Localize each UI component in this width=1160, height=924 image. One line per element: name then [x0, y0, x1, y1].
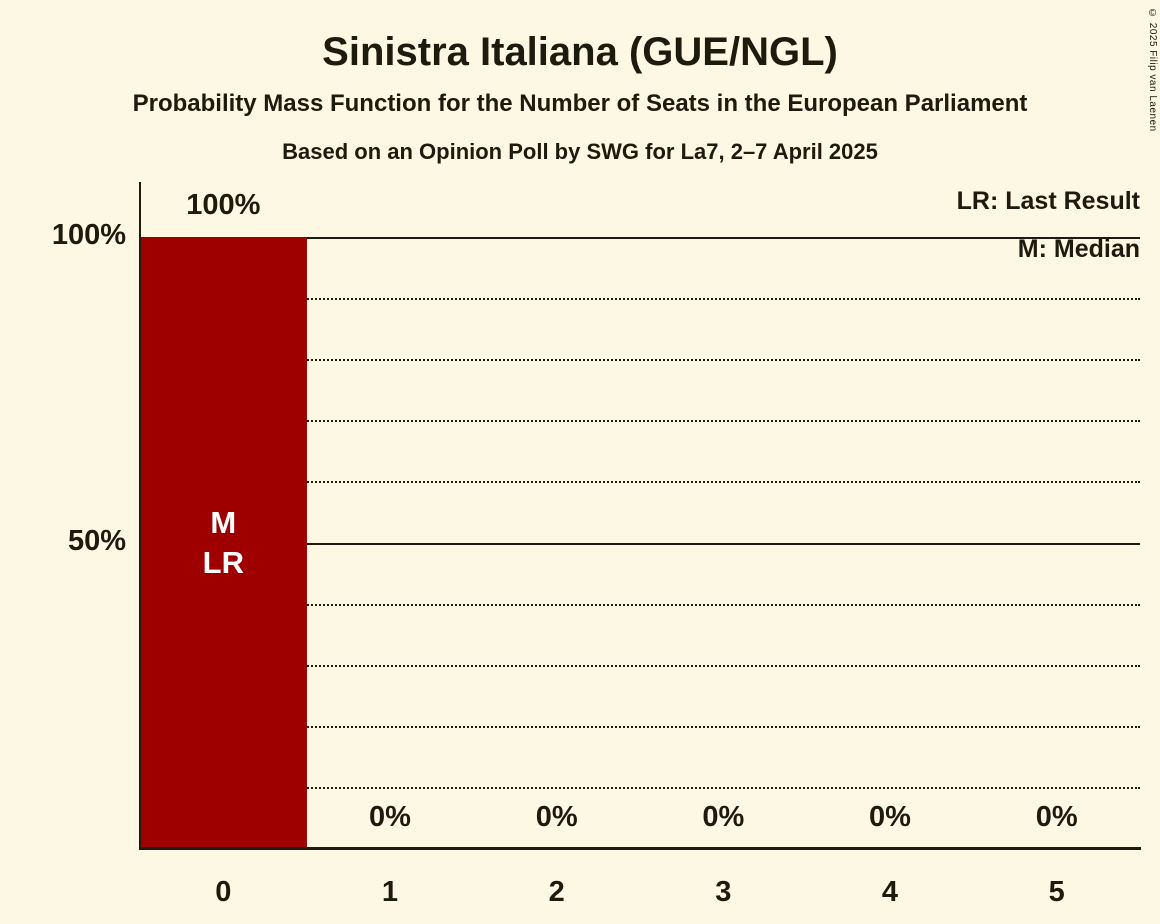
x-tick-5: 5	[1048, 876, 1065, 908]
y-tick-50pct: 50%	[67, 524, 126, 557]
value-label-seats-1: 0%	[369, 801, 411, 833]
bar-annotation-line: M	[210, 504, 237, 540]
value-label-seats-0: 100%	[186, 189, 261, 221]
bar-annotation-median-lr: M LR	[140, 237, 307, 848]
gridline-50pct	[140, 542, 1140, 545]
gridline-60pct	[140, 481, 1140, 484]
x-axis-line	[139, 847, 1141, 850]
y-axis-line	[139, 182, 141, 848]
copyright-notice: © 2025 Filip van Laenen	[1147, 8, 1158, 132]
gridline-70pct	[140, 420, 1140, 423]
gridline-30pct	[140, 664, 1140, 667]
bar-annotation-line: LR	[202, 544, 244, 580]
x-tick-2: 2	[548, 876, 565, 908]
value-label-seats-4: 0%	[869, 801, 911, 833]
bar-seats-0	[140, 237, 307, 848]
legend-last-result: LR: Last Result	[956, 187, 1140, 215]
gridline-20pct	[140, 725, 1140, 728]
x-tick-1: 1	[381, 876, 399, 908]
gridline-80pct	[140, 359, 1140, 362]
plot-area: 100% 0% 0% 0% 0% 0% M LR	[140, 189, 1140, 848]
gridline-90pct	[140, 298, 1140, 301]
gridline-40pct	[140, 603, 1140, 606]
value-label-seats-5: 0%	[1035, 801, 1078, 833]
chart-subtitle: Probability Mass Function for the Number…	[132, 90, 1028, 117]
gridline-100pct	[140, 237, 1140, 239]
chart-title: Sinistra Italiana (GUE/NGL)	[322, 30, 838, 74]
legend-median: M: Median	[1017, 235, 1140, 263]
x-tick-4: 4	[881, 876, 899, 908]
x-tick-0: 0	[215, 876, 232, 908]
y-tick-100pct: 100%	[51, 219, 126, 251]
gridline-10pct	[140, 786, 1140, 789]
value-label-seats-3: 0%	[702, 801, 745, 833]
x-tick-3: 3	[715, 876, 732, 908]
value-label-seats-2: 0%	[535, 801, 578, 833]
chart-source-line: Based on an Opinion Poll by SWG for La7,…	[282, 139, 878, 164]
